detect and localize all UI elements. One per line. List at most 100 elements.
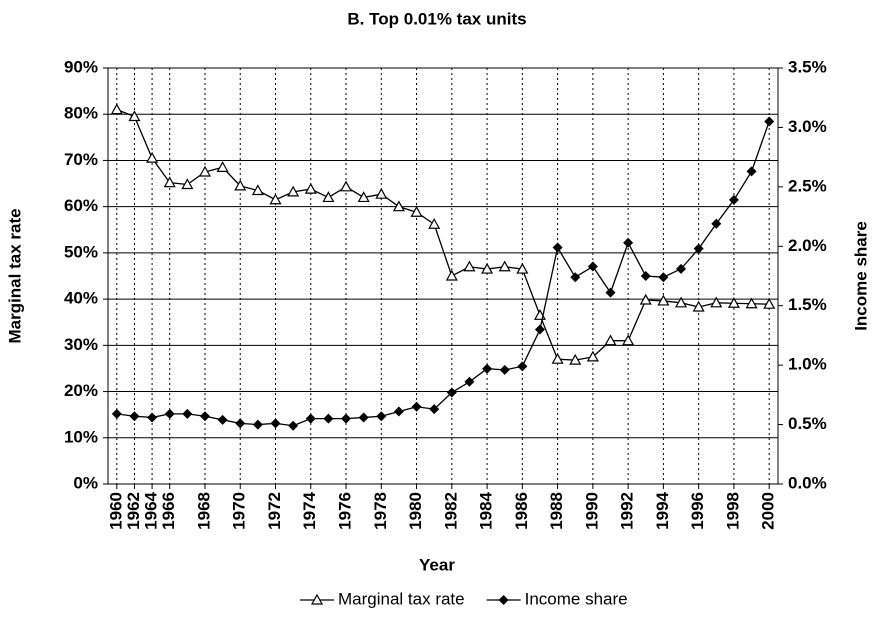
- y-tick-label: 0%: [73, 473, 98, 492]
- x-tick-label: 1962: [124, 492, 143, 530]
- data-point: [639, 293, 652, 305]
- data-point: [482, 363, 493, 374]
- data-point: [481, 262, 494, 274]
- y-tick-label: 90%: [64, 57, 98, 76]
- data-point: [498, 260, 511, 272]
- y2-axis-title: Income share: [851, 221, 870, 331]
- data-point: [570, 272, 581, 283]
- data-point: [745, 297, 758, 309]
- data-point: [322, 191, 335, 203]
- x-tick-label: 1994: [653, 491, 672, 529]
- x-tick-label: 1978: [371, 492, 390, 530]
- data-point: [181, 178, 194, 190]
- data-point: [305, 413, 316, 424]
- x-tick-label: 1982: [441, 492, 460, 530]
- data-point: [727, 297, 740, 308]
- x-tick-label: 1988: [547, 492, 566, 530]
- y2-tick-label: 0.0%: [788, 473, 827, 492]
- data-point: [605, 287, 616, 298]
- y2-tick-label: 3.0%: [788, 117, 827, 136]
- data-point: [710, 296, 723, 308]
- data-point: [252, 419, 263, 430]
- data-point: [340, 180, 353, 192]
- data-point: [429, 404, 440, 415]
- x-tick-label: 1964: [142, 491, 161, 529]
- data-point: [464, 376, 475, 387]
- x-tick-label: 1970: [230, 492, 249, 530]
- data-point: [163, 176, 176, 188]
- data-point: [517, 361, 528, 372]
- y-axis-title: Marginal tax rate: [5, 208, 24, 343]
- data-point: [323, 413, 334, 424]
- data-point: [763, 297, 776, 309]
- data-point: [269, 193, 282, 205]
- data-point: [198, 165, 211, 177]
- data-point: [657, 294, 670, 306]
- x-axis-title: Year: [419, 555, 455, 574]
- data-point: [234, 179, 247, 191]
- data-point: [587, 261, 598, 272]
- data-point: [622, 334, 635, 346]
- data-point: [693, 243, 704, 254]
- data-point: [692, 300, 705, 312]
- x-tick-label: 1990: [582, 492, 601, 530]
- data-point: [235, 418, 246, 429]
- data-point: [111, 408, 122, 419]
- data-point: [551, 352, 564, 364]
- data-point: [499, 364, 510, 375]
- x-tick-label: 1998: [723, 492, 742, 530]
- y2-tick-label: 1.0%: [788, 355, 827, 374]
- data-point: [270, 418, 281, 429]
- x-tick-label: 1968: [194, 492, 213, 530]
- data-point: [534, 324, 545, 335]
- data-point: [199, 411, 210, 422]
- data-point: [288, 420, 299, 431]
- x-tick-label: 1966: [159, 492, 178, 530]
- x-tick-label: 1976: [336, 492, 355, 530]
- data-point: [341, 413, 352, 424]
- data-point: [623, 237, 634, 248]
- x-tick-label: 1980: [406, 492, 425, 530]
- y-tick-label: 40%: [64, 289, 98, 308]
- data-point: [393, 406, 404, 417]
- data-point: [411, 401, 422, 412]
- legend-marker: [310, 593, 324, 605]
- legend-label: Marginal tax rate: [338, 589, 465, 608]
- data-point: [446, 387, 457, 398]
- data-point: [410, 205, 423, 217]
- data-point: [304, 182, 317, 194]
- y-tick-label: 80%: [64, 104, 98, 123]
- data-point: [569, 353, 582, 365]
- x-tick-label: 1984: [477, 491, 496, 529]
- data-point: [375, 187, 388, 199]
- y2-tick-label: 2.0%: [788, 236, 827, 255]
- data-point: [217, 414, 228, 425]
- y-tick-label: 60%: [64, 196, 98, 215]
- data-point: [128, 110, 141, 122]
- data-point: [746, 166, 757, 177]
- y2-tick-label: 2.5%: [788, 176, 827, 195]
- legend-marker: [498, 595, 509, 605]
- data-point: [129, 411, 140, 422]
- data-point: [147, 412, 158, 423]
- data-point: [728, 194, 739, 205]
- y2-tick-label: 1.5%: [788, 295, 827, 314]
- y-tick-label: 30%: [64, 335, 98, 354]
- data-point: [586, 350, 599, 362]
- data-point: [516, 262, 529, 274]
- data-point: [146, 151, 159, 163]
- plot-area: [107, 67, 779, 485]
- data-point: [676, 263, 687, 274]
- x-tick-label: 1960: [106, 492, 125, 530]
- chart-title: B. Top 0.01% tax units: [347, 9, 526, 28]
- x-tick-label: 1996: [688, 492, 707, 530]
- data-point: [640, 271, 651, 281]
- data-point: [182, 408, 193, 419]
- data-point: [392, 200, 405, 212]
- data-point: [675, 296, 688, 308]
- data-point: [110, 103, 123, 115]
- data-point: [552, 242, 563, 253]
- y2-tick-label: 3.5%: [788, 57, 827, 76]
- data-point: [711, 218, 722, 229]
